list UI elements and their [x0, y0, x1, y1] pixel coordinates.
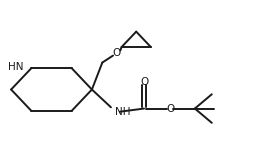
Text: HN: HN — [8, 62, 24, 72]
Text: O: O — [140, 77, 148, 87]
Text: O: O — [113, 48, 121, 58]
Text: NH: NH — [115, 107, 131, 117]
Text: O: O — [166, 104, 174, 114]
